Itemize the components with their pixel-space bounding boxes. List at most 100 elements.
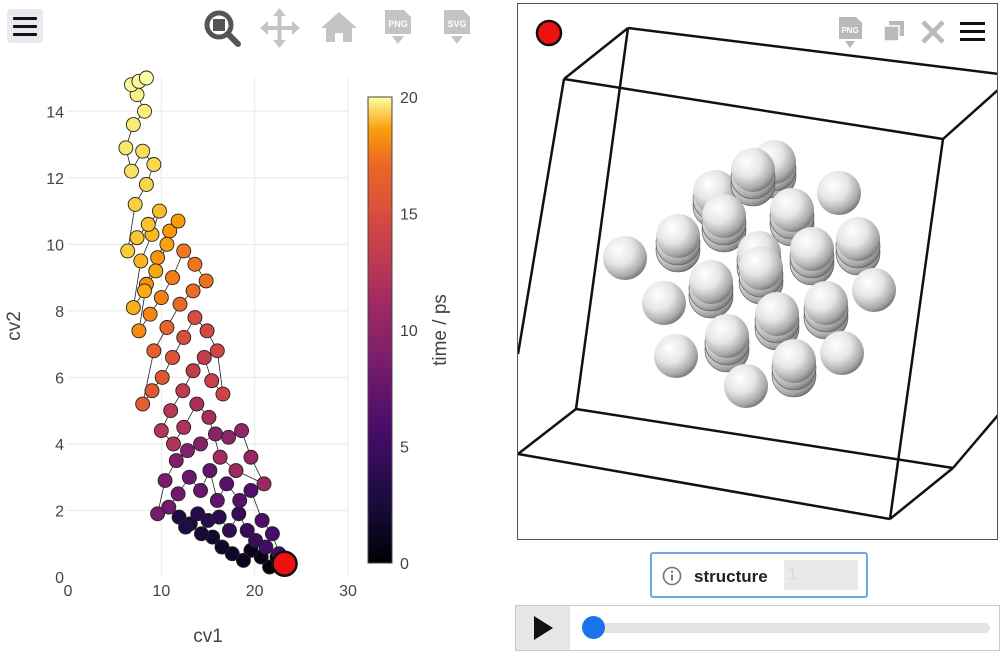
data-point[interactable] xyxy=(120,243,136,259)
data-point[interactable] xyxy=(159,236,175,252)
data-point[interactable] xyxy=(204,373,220,389)
download-svg-button[interactable]: SVG xyxy=(435,6,479,50)
selected-point[interactable] xyxy=(271,550,298,577)
data-point[interactable] xyxy=(202,463,218,478)
data-point[interactable] xyxy=(163,403,179,419)
data-point[interactable] xyxy=(219,476,235,492)
data-point[interactable] xyxy=(161,499,177,515)
viewer-canvas[interactable]: PNG xyxy=(518,4,998,540)
scatter-plot[interactable]: 0 10 20 30 0 2 4 6 8 10 12 14 0 5 10 15 20 time / ps cv… xyxy=(0,0,515,667)
data-point[interactable] xyxy=(228,463,244,478)
data-point[interactable] xyxy=(201,409,217,425)
data-point[interactable] xyxy=(185,363,201,379)
frame-slider-thumb[interactable] xyxy=(582,616,605,639)
data-point[interactable] xyxy=(254,512,270,528)
data-point[interactable] xyxy=(185,283,201,299)
data-point[interactable] xyxy=(150,250,166,266)
structure-index-input[interactable] xyxy=(784,560,858,590)
pan-tool-button[interactable] xyxy=(258,6,302,50)
data-point[interactable] xyxy=(144,383,160,399)
data-point[interactable] xyxy=(170,486,186,502)
data-point[interactable] xyxy=(232,493,248,508)
data-point[interactable] xyxy=(212,449,228,465)
data-point[interactable] xyxy=(118,140,134,156)
data-point[interactable] xyxy=(180,443,195,459)
data-point[interactable] xyxy=(176,419,192,435)
data-point[interactable] xyxy=(256,476,272,492)
data-point[interactable] xyxy=(199,323,215,339)
data-point[interactable] xyxy=(165,270,180,286)
data-point[interactable] xyxy=(208,426,223,442)
data-point[interactable] xyxy=(187,310,203,325)
data-point[interactable] xyxy=(133,253,149,269)
data-point[interactable] xyxy=(198,273,214,289)
data-point[interactable] xyxy=(231,506,247,522)
data-point[interactable] xyxy=(137,283,152,299)
data-point[interactable] xyxy=(243,449,259,465)
download-png-icon[interactable]: PNG xyxy=(839,17,862,48)
info-icon[interactable] xyxy=(662,566,682,586)
data-point[interactable] xyxy=(209,343,225,359)
data-point[interactable] xyxy=(172,296,188,312)
data-point[interactable] xyxy=(178,519,194,535)
menu-icon[interactable] xyxy=(960,22,985,41)
data-point[interactable] xyxy=(157,473,173,488)
data-point[interactable] xyxy=(138,177,154,192)
data-point[interactable] xyxy=(264,526,280,542)
data-point[interactable] xyxy=(129,230,145,246)
data-point[interactable] xyxy=(127,196,143,212)
data-point[interactable] xyxy=(176,330,192,345)
data-point[interactable] xyxy=(187,256,203,272)
data-point[interactable] xyxy=(154,369,170,385)
data-point[interactable] xyxy=(194,526,209,542)
data-point[interactable] xyxy=(166,436,181,452)
data-point[interactable] xyxy=(125,300,141,315)
play-button[interactable] xyxy=(516,606,570,650)
data-point[interactable] xyxy=(124,163,139,179)
data-point[interactable] xyxy=(243,483,259,498)
data-point[interactable] xyxy=(234,423,250,439)
data-point[interactable] xyxy=(215,386,231,402)
selection-marker-icon[interactable] xyxy=(535,19,563,47)
data-point[interactable] xyxy=(236,552,251,568)
data-point[interactable] xyxy=(222,522,237,538)
data-point[interactable] xyxy=(193,436,208,452)
close-icon[interactable] xyxy=(921,20,945,44)
duplicate-icon[interactable] xyxy=(883,21,904,42)
data-point[interactable] xyxy=(196,349,212,365)
data-point[interactable] xyxy=(170,213,186,229)
data-point[interactable] xyxy=(138,70,154,86)
data-point[interactable] xyxy=(125,117,141,133)
plot-menu-button[interactable] xyxy=(7,9,43,43)
data-point[interactable] xyxy=(239,522,255,538)
data-point[interactable] xyxy=(135,396,151,412)
structure-viewer[interactable]: PNG xyxy=(517,3,998,540)
data-point[interactable] xyxy=(189,396,205,412)
data-point[interactable] xyxy=(146,343,162,359)
download-png-button[interactable]: PNG xyxy=(376,6,420,50)
data-point[interactable] xyxy=(142,306,158,322)
data-point[interactable] xyxy=(152,203,167,219)
data-point[interactable] xyxy=(140,216,156,232)
data-point[interactable] xyxy=(135,143,151,159)
frame-slider-track[interactable] xyxy=(592,623,990,633)
data-point[interactable] xyxy=(168,453,184,469)
reset-axes-button[interactable] xyxy=(317,6,361,50)
data-point[interactable] xyxy=(193,483,208,498)
data-point[interactable] xyxy=(176,243,192,259)
data-point[interactable] xyxy=(221,429,236,445)
data-point[interactable] xyxy=(153,290,169,306)
data-point[interactable] xyxy=(148,263,164,279)
data-point[interactable] xyxy=(211,509,227,525)
data-point[interactable] xyxy=(131,323,147,339)
zoom-tool-button[interactable] xyxy=(200,6,244,50)
data-point[interactable] xyxy=(153,423,169,439)
data-point[interactable] xyxy=(165,349,180,365)
data-point[interactable] xyxy=(181,469,197,485)
data-point[interactable] xyxy=(159,320,175,335)
data-point[interactable] xyxy=(137,103,152,119)
data-point[interactable] xyxy=(175,383,191,399)
data-point[interactable] xyxy=(258,539,274,555)
data-point[interactable] xyxy=(150,506,166,522)
data-point[interactable] xyxy=(146,157,162,172)
